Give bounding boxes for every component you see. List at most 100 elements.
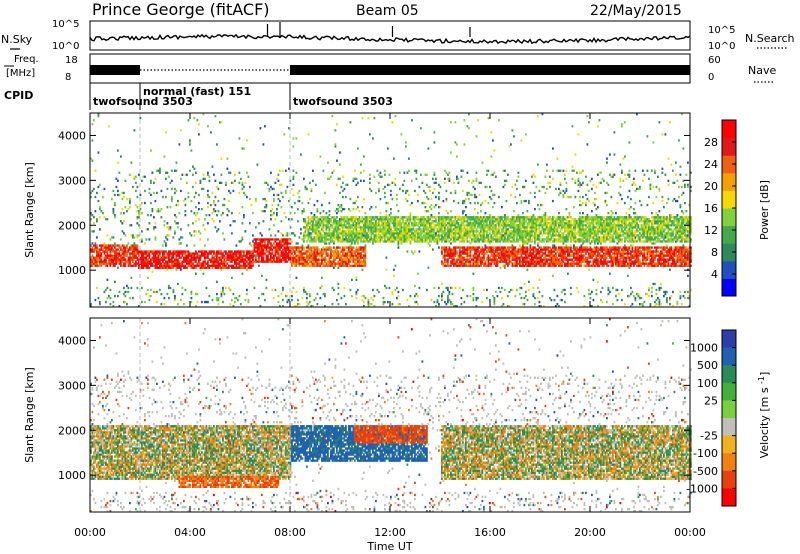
heatmap-cell: [115, 252, 118, 255]
heatmap-cell: [513, 238, 515, 241]
nsky-tick-high: 10^5: [52, 19, 79, 30]
heatmap-cell: [379, 238, 382, 241]
heatmap-cell: [372, 298, 374, 302]
heatmap-cell: [462, 260, 464, 263]
heatmap-cell: [184, 203, 187, 207]
heatmap-cell: [430, 226, 433, 229]
heatmap-cell: [246, 264, 248, 267]
heatmap-cell: [369, 230, 371, 233]
heatmap-cell: [457, 256, 460, 259]
heatmap-cell: [373, 175, 376, 178]
heatmap-cell: [309, 246, 311, 249]
heatmap-cell: [367, 298, 370, 302]
heatmap-cell: [369, 133, 371, 136]
heatmap-cell: [172, 290, 175, 294]
heatmap-cell: [436, 216, 439, 219]
heatmap-cell: [139, 193, 142, 197]
heatmap-cell: [90, 244, 92, 247]
heatmap-cell: [171, 199, 173, 203]
heatmap-cell: [343, 218, 346, 221]
freq-label-1: Freq.: [14, 54, 39, 65]
heatmap-cell: [280, 260, 283, 263]
heatmap-cell: [214, 203, 217, 207]
heatmap-cell: [387, 300, 389, 304]
heatmap-cell: [220, 290, 223, 294]
heatmap-cell: [342, 234, 344, 237]
heatmap-cell: [163, 264, 166, 267]
heatmap-cell: [354, 260, 356, 263]
heatmap-cell: [310, 220, 313, 223]
heatmap-cell: [391, 197, 394, 201]
heatmap-cell: [262, 240, 265, 243]
heatmap-cell: [465, 234, 467, 237]
heatmap-cell: [508, 248, 511, 251]
heatmap-cell: [438, 246, 440, 249]
heatmap-cell: [327, 234, 329, 237]
heatmap-cell: [441, 296, 443, 300]
heatmap-cell: [444, 181, 446, 185]
heatmap-cell: [106, 244, 109, 247]
heatmap-cell: [340, 258, 343, 261]
heatmap-cell: [333, 228, 335, 231]
heatmap-cell: [417, 236, 419, 239]
heatmap-cell: [96, 286, 98, 290]
heatmap-cell: [204, 260, 206, 263]
heatmap-cell: [93, 248, 95, 251]
heatmap-cell: [309, 232, 311, 235]
heatmap-cell: [117, 252, 119, 255]
heatmap-cell: [298, 199, 301, 203]
heatmap-cell: [309, 252, 311, 255]
heatmap-cell: [400, 133, 403, 136]
heatmap-cell: [298, 195, 301, 199]
heatmap-cell: [211, 250, 214, 253]
heatmap-cell: [399, 222, 401, 225]
heatmap-cell: [391, 292, 394, 296]
heatmap-cell: [528, 280, 530, 284]
heatmap-cell: [429, 218, 431, 221]
heatmap-cell: [453, 222, 455, 225]
heatmap-cell: [234, 252, 236, 255]
heatmap-cell: [187, 254, 190, 257]
heatmap-cell: [103, 246, 106, 249]
heatmap-cell: [426, 216, 428, 219]
heatmap-cell: [345, 260, 347, 263]
heatmap-cell: [298, 248, 301, 251]
heatmap-cell: [277, 248, 280, 251]
heatmap-cell: [441, 230, 443, 233]
heatmap-cell: [327, 222, 329, 225]
heatmap-cell: [408, 228, 410, 231]
heatmap-cell: [244, 254, 247, 257]
heatmap-cell: [363, 248, 365, 251]
heatmap-cell: [126, 246, 128, 249]
heatmap-cell: [283, 254, 286, 257]
heatmap-cell: [259, 305, 262, 308]
heatmap-cell: [252, 264, 254, 267]
heatmap-cell: [430, 238, 433, 241]
heatmap-cell: [321, 250, 323, 253]
heatmap-cell: [247, 262, 250, 265]
heatmap-cell: [220, 121, 223, 124]
heatmap-cell: [474, 234, 476, 237]
heatmap-cell: [348, 240, 350, 243]
heatmap-cell: [370, 206, 373, 209]
heatmap-cell: [469, 256, 472, 259]
heatmap-cell: [229, 260, 232, 263]
heatmap-cell: [108, 244, 110, 247]
heatmap-cell: [384, 300, 386, 304]
heatmap-cell: [472, 220, 475, 223]
heatmap-cell: [336, 159, 338, 162]
heatmap-cell: [366, 218, 368, 221]
heatmap-cell: [117, 258, 119, 261]
heatmap-cell: [499, 240, 502, 243]
heatmap-cell: [120, 258, 122, 261]
heatmap-cell: [297, 248, 299, 251]
heatmap-cell: [361, 236, 364, 239]
heatmap-cell: [304, 230, 307, 233]
heatmap-cell: [177, 203, 179, 207]
heatmap-cell: [424, 218, 427, 221]
heatmap-cell: [307, 232, 310, 235]
heatmap-cell: [174, 220, 176, 223]
heatmap-cell: [493, 296, 496, 300]
heatmap-cell: [468, 113, 470, 116]
heatmap-cell: [459, 254, 461, 257]
